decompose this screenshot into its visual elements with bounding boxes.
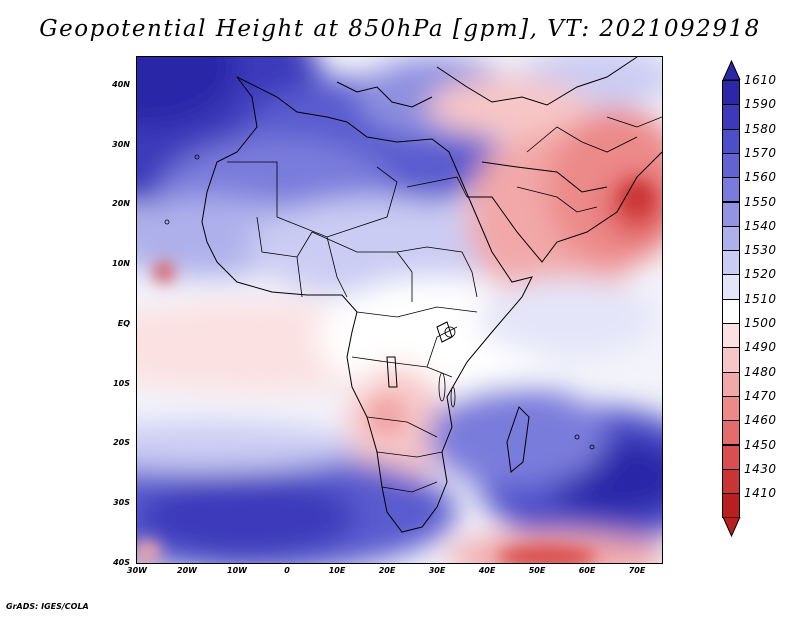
colorbar-swatch [722,201,740,227]
lon-tick-label: 30W [127,566,147,575]
colorbar-label: 1480 [744,364,777,379]
colorbar-label: 1560 [744,170,777,185]
colorbar-swatch [722,395,740,422]
lon-tick-label: 70E [628,566,646,575]
lat-tick-label: EQ [117,318,130,328]
lon-tick-label: 10E [328,566,346,575]
lat-tick-label: 30S [113,497,130,507]
lat-tick-label: 30N [112,139,130,149]
colorbar-swatch [722,420,740,446]
colorbar-swatch [722,152,740,179]
lat-tick-label: 40N [112,80,130,89]
colorbar-label: 1520 [744,267,777,282]
lon-tick-label: 10W [227,566,247,575]
colorbar-swatch [722,347,740,373]
colorbar-swatch [722,274,740,300]
lon-tick-label: 20E [378,566,396,575]
colorbar-label: 1500 [744,316,777,330]
colorbar-swatch [722,444,740,470]
colorbar-swatch [722,250,740,276]
height-field-cores [137,181,653,563]
colorbar-label: 1550 [744,194,777,209]
colorbar-label: 1470 [744,388,777,403]
colorbar-label: 1610 [744,73,777,87]
colorbar-label: 1430 [744,461,777,476]
colorbar-swatch [722,80,740,106]
coastlines [201,57,662,533]
lat-tick-label: 20N [112,199,130,209]
colorbar-swatch [722,323,740,349]
colorbar-label: 1590 [744,97,777,112]
country-borders [227,116,662,493]
colorbar-swatch [722,493,740,519]
lon-tick-label: 50E [528,566,546,575]
colorbar-label: 1490 [744,340,777,355]
colorbar-label: 1540 [744,218,777,233]
colorbar-swatch [722,225,740,252]
lon-tick-label: 30E [428,566,446,575]
lat-tick-label: 40S [113,557,130,567]
footer-credit: GrADS: IGES/COLA [6,602,89,611]
map-plot-area [136,56,663,564]
lat-tick-label: 10N [112,259,130,269]
colorbar-swatch [722,468,740,495]
lon-tick-label: 20W [177,566,197,575]
lat-tick-label: 10S [113,378,130,388]
colorbar-swatch [722,128,740,154]
colorbar-swatch [722,104,740,130]
map-canvas [137,57,662,563]
colorbar-bottom-arrow [722,517,741,538]
colorbar-label: 1410 [744,486,777,501]
colorbar-swatch [722,298,740,324]
lat-tick-label: 20S [113,438,130,448]
map-title: Geopotential Height at 850hPa [gpm], VT:… [39,16,761,42]
colorbar-label: 1460 [744,413,777,428]
lon-tick-label: 0 [284,566,290,575]
lon-tick-label: 40E [478,566,496,575]
colorbar-label: 1570 [744,145,777,160]
colorbar-swatch [722,371,740,397]
height-field-fill [137,57,662,563]
lon-tick-label: 60E [578,566,596,575]
lakes-islands [164,154,595,450]
colorbar-label: 1510 [744,291,777,306]
colorbar-swatch [722,177,740,203]
colorbar-label: 1580 [744,121,777,136]
colorbar-label: 1450 [744,437,777,452]
colorbar: 1610 1590 1580 1570 1560 1550 1540 1530 1520 1510… [722,60,776,556]
colorbar-label: 1530 [744,243,777,258]
colorbar-top-arrow [722,60,741,80]
